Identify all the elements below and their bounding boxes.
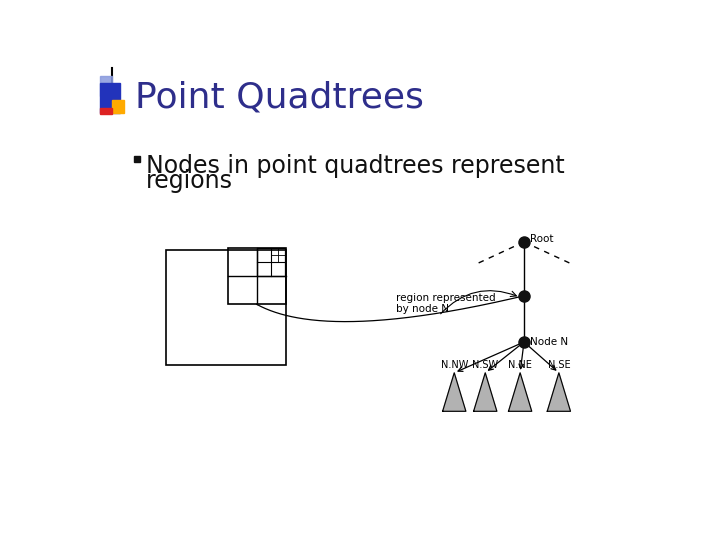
Text: N.NW: N.NW (441, 360, 468, 370)
Bar (100, 108, 112, 114)
Text: regions: regions (145, 168, 233, 193)
Bar (228, 248, 286, 304)
Text: Node N: Node N (530, 337, 568, 347)
Bar (271, 248, 284, 262)
Text: N.SE: N.SE (548, 360, 570, 370)
Polygon shape (547, 373, 570, 411)
Text: N.SW: N.SW (472, 360, 498, 370)
Bar (256, 248, 285, 276)
Bar (134, 156, 140, 162)
Bar (100, 83, 120, 112)
Polygon shape (508, 373, 532, 411)
Bar (166, 249, 286, 365)
Polygon shape (443, 373, 466, 411)
Text: Point Quadtrees: Point Quadtrees (135, 80, 424, 114)
Text: Nodes in point quadtrees represent: Nodes in point quadtrees represent (145, 154, 564, 178)
Text: by node N: by node N (396, 304, 449, 314)
Text: N.NE: N.NE (508, 360, 532, 370)
Bar (112, 100, 124, 112)
Text: region represented: region represented (396, 293, 496, 303)
Bar (100, 76, 112, 96)
Text: Root: Root (530, 234, 554, 244)
Polygon shape (474, 373, 497, 411)
